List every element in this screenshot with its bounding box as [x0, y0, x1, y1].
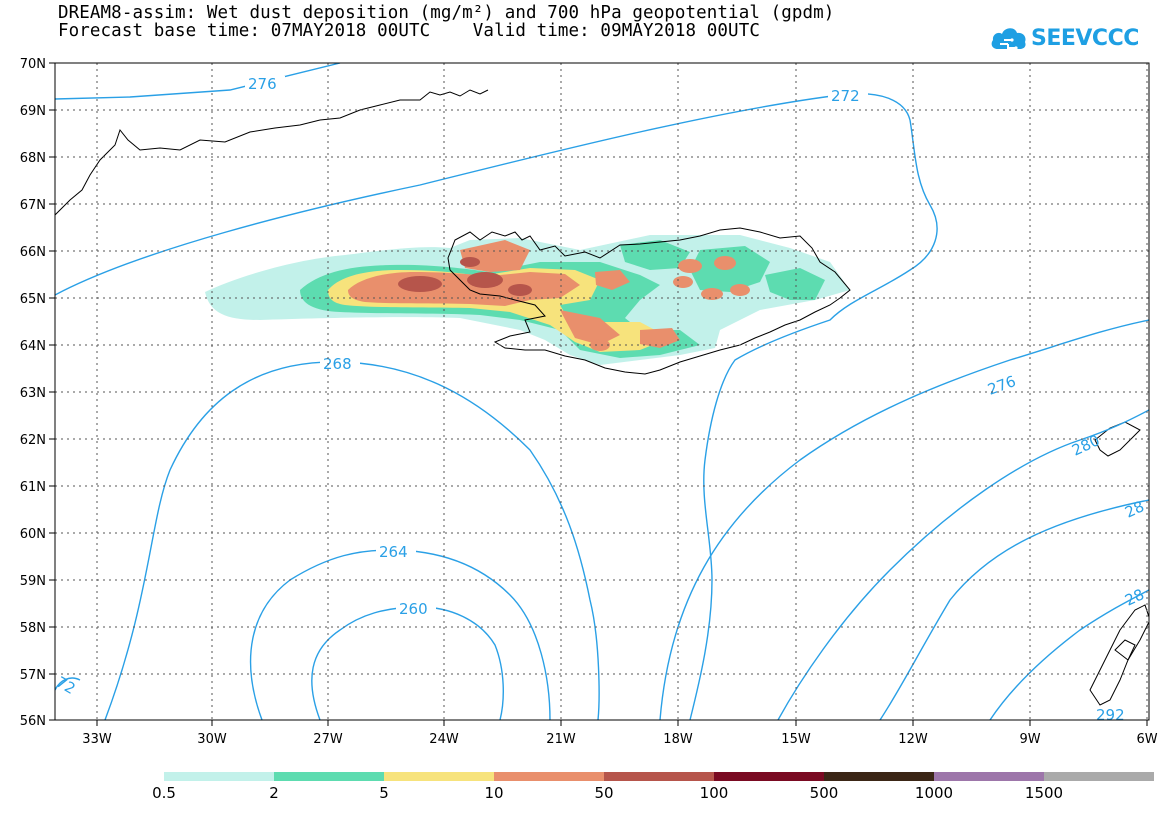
- lat-label: 58N: [20, 621, 46, 636]
- latitude-labels: 70N 69N 68N 67N 66N 65N 64N 63N 62N 61N …: [20, 57, 46, 729]
- contour-label: 260: [399, 600, 428, 618]
- colorbar-segment: [494, 772, 604, 781]
- lat-label: 68N: [20, 151, 46, 166]
- lon-label: 21W: [546, 732, 576, 747]
- colorbar-label: 50: [594, 784, 614, 802]
- colorbar-segment: [714, 772, 824, 781]
- colorbar-segment: [824, 772, 934, 781]
- contour-label: 272: [831, 87, 860, 105]
- graticule: [55, 63, 1149, 720]
- colorbar-label: 500: [809, 784, 839, 802]
- colorbar-segment: [274, 772, 384, 781]
- lon-label: 33W: [82, 732, 112, 747]
- geopotential-contours: [55, 63, 1149, 720]
- map-subtitle: Forecast base time: 07MAY2018 00UTC Vali…: [58, 21, 760, 41]
- lat-label: 66N: [20, 245, 46, 260]
- colorbar-label: 100: [699, 784, 729, 802]
- map-title: DREAM8-assim: Wet dust deposition (mg/m²…: [58, 3, 835, 23]
- longitude-labels: 33W 30W 27W 24W 21W 18W 15W 12W 9W 6W: [82, 732, 1157, 747]
- logo-text: SEEVCCC: [1031, 25, 1139, 51]
- dust-deposition-field: [205, 235, 850, 365]
- colorbar-label: 1000: [914, 784, 954, 802]
- colorbar-label: 1500: [1024, 784, 1064, 802]
- lon-label: 12W: [898, 732, 928, 747]
- colorbar-label: 2: [269, 784, 279, 802]
- contour-label: 72: [53, 673, 79, 698]
- lat-label: 60N: [20, 527, 46, 542]
- lon-label: 9W: [1019, 732, 1040, 747]
- coastlines: [55, 89, 1149, 706]
- colorbar: [164, 772, 1154, 781]
- lon-label: 18W: [663, 732, 693, 747]
- colorbar-label: 5: [379, 784, 389, 802]
- lat-label: 65N: [20, 292, 46, 307]
- lon-label: 6W: [1136, 732, 1157, 747]
- lat-label: 59N: [20, 574, 46, 589]
- lon-label: 15W: [781, 732, 811, 747]
- colorbar-segment: [604, 772, 714, 781]
- lat-label: 61N: [20, 480, 46, 495]
- contour-label: 292: [1096, 706, 1125, 724]
- lon-label: 27W: [313, 732, 343, 747]
- colorbar-segment: [934, 772, 1044, 781]
- lat-label: 57N: [20, 668, 46, 683]
- colorbar-label: 0.5: [152, 784, 176, 802]
- contour-label: 276: [248, 75, 277, 93]
- contour-label: 280: [1069, 431, 1103, 459]
- lat-label: 63N: [20, 386, 46, 401]
- colorbar-segment: [164, 772, 274, 781]
- contour-label: 268: [323, 355, 352, 373]
- lat-label: 67N: [20, 198, 46, 213]
- lat-label: 62N: [20, 433, 46, 448]
- lat-label: 70N: [20, 57, 46, 72]
- colorbar-segment: [1044, 772, 1154, 781]
- lat-label: 69N: [20, 104, 46, 119]
- cloud-icon: [991, 28, 1026, 50]
- lon-label: 24W: [429, 732, 459, 747]
- seevccc-logo: SEEVCCC: [990, 20, 1139, 56]
- lon-label: 30W: [197, 732, 227, 747]
- colorbar-segment: [384, 772, 494, 781]
- lat-label: 64N: [20, 339, 46, 354]
- map-ticks: [49, 62, 1148, 726]
- contour-label: 264: [379, 543, 408, 561]
- colorbar-label: 10: [484, 784, 504, 802]
- lat-label: 56N: [20, 714, 46, 729]
- contour-label: 276: [985, 372, 1018, 399]
